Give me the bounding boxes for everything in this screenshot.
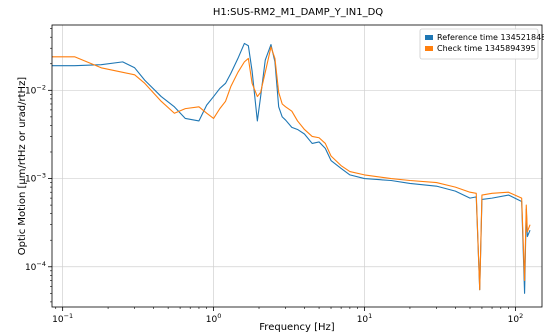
x-tick-label: 100 — [206, 312, 222, 325]
legend-box — [419, 28, 539, 60]
y-tick-exponent: −3 — [36, 172, 46, 180]
y-tick-label: 10−2 — [25, 83, 46, 96]
chart-title: H1:SUS-RM2_M1_DAMP_Y_IN1_DQ — [213, 7, 383, 18]
y-tick-exponent: −2 — [36, 83, 46, 91]
x-tick-exponent: 1 — [368, 312, 372, 320]
x-axis-label: Frequency [Hz] — [259, 322, 335, 333]
series-line-2 — [52, 46, 531, 291]
legend-swatch — [425, 46, 433, 51]
series-layer — [52, 42, 531, 294]
y-axis-label: Optic Motion [μm/rtHz or urad/rtHz] — [17, 77, 28, 256]
y-tick-label: 10−4 — [25, 260, 46, 273]
y-tick-exponent: −4 — [36, 260, 46, 268]
x-tick-label: 10−1 — [52, 312, 73, 325]
legend: Reference time 1345218482 Check time 1345… — [419, 28, 544, 60]
x-tick-exponent: 0 — [217, 312, 221, 320]
y-tick-label: 10−3 — [25, 172, 46, 185]
legend-label: Reference time 1345218482 — [437, 33, 544, 42]
x-tick-label: 102 — [508, 312, 524, 325]
x-tick-exponent: 2 — [519, 312, 523, 320]
legend-swatch — [425, 35, 433, 40]
legend-label: Check time 1345894395 — [437, 44, 536, 53]
grid-layer — [52, 25, 542, 307]
plot-area-frame — [51, 24, 543, 308]
x-tick-exponent: −1 — [64, 312, 74, 320]
x-tick-label: 101 — [357, 312, 373, 325]
series-line-1 — [52, 42, 531, 294]
